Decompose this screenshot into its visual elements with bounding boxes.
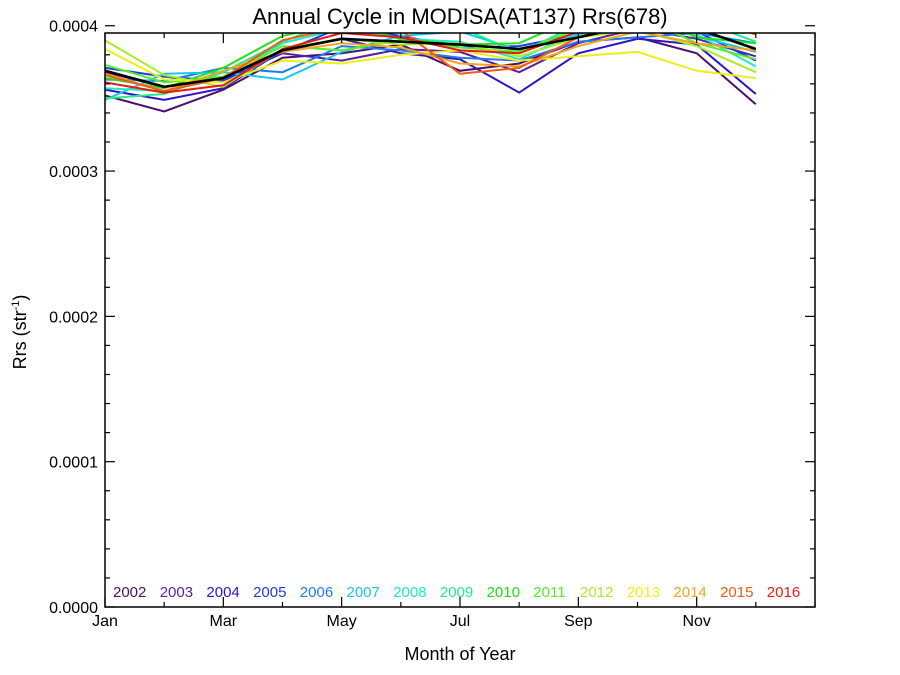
legend-label-2014: 2014 bbox=[673, 584, 706, 601]
x-axis: Jan Mar May Jul Sep Nov bbox=[92, 33, 816, 630]
legend-label-2011: 2011 bbox=[533, 584, 565, 601]
x-tick-label: Jul bbox=[450, 613, 470, 630]
x-tick-label: Jan bbox=[92, 613, 118, 630]
legend-label-2003: 2003 bbox=[160, 584, 193, 601]
legend-label-2016: 2016 bbox=[767, 584, 800, 601]
legend-label-2009: 2009 bbox=[440, 584, 473, 601]
x-axis-label: Month of Year bbox=[404, 644, 515, 664]
y-tick-label: 0.0002 bbox=[49, 309, 98, 326]
legend-label-2015: 2015 bbox=[720, 584, 753, 601]
legend-label-2004: 2004 bbox=[206, 584, 239, 601]
y-axis-label: Rrs (str-1) bbox=[10, 295, 30, 370]
chart-title: Annual Cycle in MODISA(AT137) Rrs(678) bbox=[252, 4, 667, 29]
x-tick-label: Mar bbox=[210, 613, 238, 630]
x-tick-label: Sep bbox=[564, 613, 593, 630]
series-line-2009 bbox=[105, 33, 757, 100]
y-axis-label-superscript: -1 bbox=[10, 301, 22, 311]
x-tick-label: Nov bbox=[682, 613, 710, 630]
y-tick-label: 0.0001 bbox=[49, 455, 98, 472]
series-line-2010 bbox=[105, 33, 756, 90]
legend-label-2008: 2008 bbox=[393, 584, 426, 601]
y-axis: 0.0000 0.0001 0.0002 0.0003 0.0004 bbox=[49, 19, 815, 617]
legend-label-2007: 2007 bbox=[347, 584, 380, 601]
series-line-2006 bbox=[105, 33, 756, 83]
x-tick-label: May bbox=[327, 613, 357, 630]
y-axis-label-main: Rrs (str bbox=[10, 310, 30, 369]
y-tick-label: 0.0000 bbox=[49, 600, 98, 617]
legend: 2002 2003 2004 2005 2006 2007 2008 2009 2010 2011… bbox=[113, 584, 800, 601]
legend-label-2002: 2002 bbox=[113, 584, 146, 601]
y-tick-label: 0.0004 bbox=[49, 19, 98, 36]
y-tick-label: 0.0003 bbox=[49, 164, 98, 181]
reference-line-1 bbox=[105, 33, 757, 89]
legend-label-2005: 2005 bbox=[253, 584, 286, 601]
legend-label-2006: 2006 bbox=[300, 584, 333, 601]
legend-label-2012: 2012 bbox=[580, 584, 613, 601]
legend-label-2013: 2013 bbox=[627, 584, 660, 601]
legend-label-2010: 2010 bbox=[487, 584, 520, 601]
y-axis-label-close: ) bbox=[10, 295, 30, 301]
